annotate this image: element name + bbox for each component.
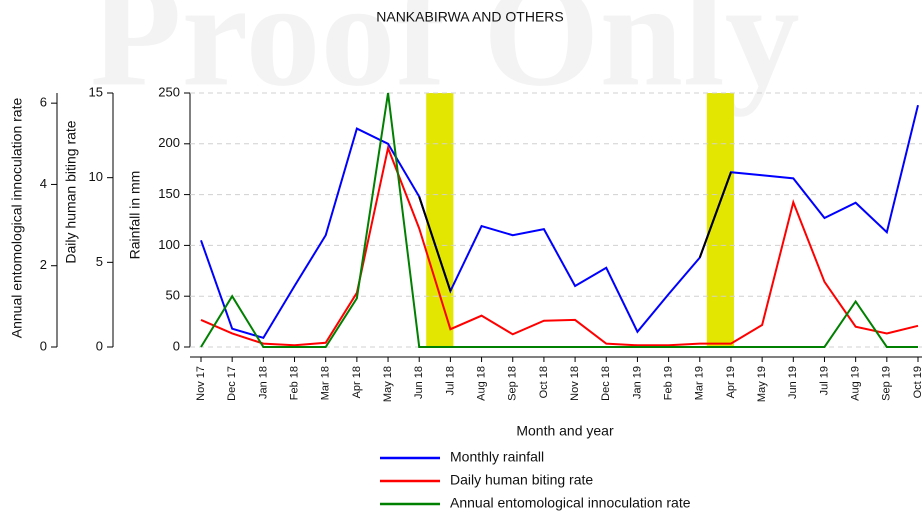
x-tick-label: Dec 17 [226,366,238,401]
series-line [200,144,919,347]
x-tick-label: Mar 18 [320,366,332,400]
y2-axis-title: Daily human biting rate [63,120,79,263]
y-axis-tick-label: 100 [158,237,180,252]
highlight-band [426,93,454,347]
y-axis-tick-label: 0 [173,338,180,353]
x-tick-label: May 18 [382,366,394,402]
y2-axis-tick-label: 10 [89,169,103,184]
x-tick-label: Jun 19 [787,366,799,399]
x-tick-label: Sep 18 [507,366,519,401]
x-tick-label: Jun 18 [413,366,425,399]
x-tick-label: Mar 19 [694,366,706,400]
x-tick-label: Dec 18 [600,366,612,401]
x-tick-label: May 19 [756,366,768,402]
y3-axis-tick-label: 6 [40,95,47,110]
x-tick-label: Jan 18 [257,366,269,399]
y3-axis-tick-label: 0 [40,338,47,353]
x-tick-label: Aug 18 [475,366,487,401]
x-tick-label: Jul 18 [444,366,456,395]
y2-axis-tick-label: 5 [96,254,103,269]
x-tick-label: Apr 19 [725,366,737,398]
x-tick-label: Feb 19 [663,366,675,400]
y-axis-tick-label: 150 [158,186,180,201]
highlight-band [706,93,734,347]
y3-axis-title: Annual entomological innoculation rate [9,98,25,339]
series-line [200,104,919,340]
x-tick-label: Oct 18 [538,366,550,398]
x-tick-label: Aug 19 [850,366,862,401]
y2-axis-tick-label: 15 [89,84,103,99]
x-tick-label: Jul 19 [818,366,830,395]
highlight-segment [418,196,452,292]
x-tick-label: Oct 19 [912,366,922,398]
y2-axis-tick-label: 0 [96,338,103,353]
legend-label: Daily human biting rate [450,472,593,488]
y-axis-tick-label: 200 [158,135,180,150]
x-tick-label: Jan 19 [631,366,643,399]
x-axis-title: Month and year [516,423,614,439]
chart-header: NANKABIRWA AND OTHERS [376,9,563,25]
y-axis-title: Rainfall in mm [127,171,143,260]
highlight-segment [698,171,732,258]
x-tick-label: Nov 18 [569,366,581,401]
series-line [200,92,918,348]
x-tick-label: Apr 18 [351,366,363,398]
y-axis-tick-label: 250 [158,84,180,99]
x-tick-label: Feb 18 [288,366,300,400]
legend-label: Monthly rainfall [450,449,544,465]
legend-label: Annual entomological innoculation rate [450,495,691,511]
y3-axis-tick-label: 2 [40,257,47,272]
x-tick-label: Sep 19 [881,366,893,401]
y3-axis-tick-label: 4 [40,176,47,191]
x-tick-label: Nov 17 [195,366,207,401]
y-axis-tick-label: 50 [166,288,180,303]
